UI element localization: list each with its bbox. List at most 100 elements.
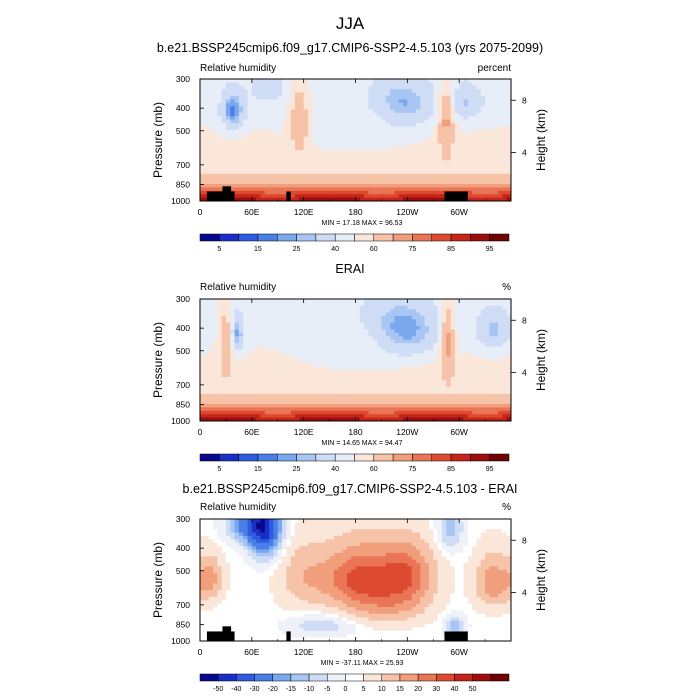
field-cell xyxy=(476,140,482,144)
field-cell xyxy=(364,85,369,90)
field-cell xyxy=(424,153,430,158)
field-cell xyxy=(286,329,292,334)
field-cell xyxy=(204,170,210,175)
field-cell xyxy=(295,299,300,303)
field-cell xyxy=(506,370,512,375)
field-cell xyxy=(390,387,395,391)
field-cell xyxy=(502,146,508,151)
field-cell xyxy=(489,370,495,375)
field-cell xyxy=(260,400,266,405)
field-cell xyxy=(307,343,313,347)
field-cell xyxy=(415,109,421,114)
field-cell xyxy=(290,346,296,351)
field-cell xyxy=(420,390,426,395)
field-cell xyxy=(346,309,352,314)
field-cell xyxy=(433,160,439,165)
panel-right-label: % xyxy=(502,282,511,293)
field-cell xyxy=(377,177,382,182)
field-cell xyxy=(428,305,434,310)
field-cell xyxy=(459,133,464,138)
field-cell xyxy=(342,156,348,161)
field-cell xyxy=(472,387,477,391)
field-cell xyxy=(372,322,378,327)
field-cell xyxy=(221,184,227,188)
field-cell xyxy=(282,299,287,303)
field-cell xyxy=(247,332,253,337)
field-cell xyxy=(277,319,283,324)
field-cell xyxy=(355,89,361,94)
field-cell xyxy=(385,82,391,87)
field-cell xyxy=(493,373,499,378)
field-cell xyxy=(506,356,512,361)
field-cell xyxy=(277,349,283,354)
field-cell xyxy=(286,187,292,192)
field-cell xyxy=(329,404,335,408)
field-cell xyxy=(303,99,309,104)
field-cell xyxy=(420,177,426,182)
field-cell xyxy=(243,400,249,405)
field-cell xyxy=(446,356,452,361)
field-cell xyxy=(467,153,473,158)
field-cell xyxy=(450,167,456,171)
field-cell xyxy=(217,163,223,168)
field-cell xyxy=(480,126,486,131)
field-cell xyxy=(307,370,313,375)
field-cell xyxy=(251,143,257,148)
field-cell xyxy=(225,315,231,320)
field-cell xyxy=(303,349,309,354)
field-cell xyxy=(307,194,313,199)
field-cell xyxy=(493,82,499,87)
field-cell xyxy=(204,129,210,134)
field-cell xyxy=(403,119,408,124)
field-cell xyxy=(243,112,249,117)
field-cell xyxy=(346,326,352,330)
field-cell xyxy=(459,343,464,347)
field-cell xyxy=(390,370,395,375)
field-cell xyxy=(506,106,512,110)
field-cell xyxy=(381,133,387,138)
field-cell xyxy=(269,404,274,408)
field-cell xyxy=(307,329,313,334)
field-cell xyxy=(398,79,404,83)
field-cell xyxy=(407,153,413,158)
field-cell xyxy=(320,177,326,182)
field-cell xyxy=(351,363,356,368)
field-cell xyxy=(316,106,322,110)
field-cell xyxy=(351,133,356,138)
field-cell xyxy=(212,82,218,87)
field-cell xyxy=(493,153,499,158)
field-cell xyxy=(450,95,456,100)
field-cell xyxy=(411,400,417,405)
field-cell xyxy=(234,346,240,351)
field-cell xyxy=(225,79,231,83)
field-cell xyxy=(502,184,508,188)
field-cell xyxy=(485,376,490,381)
field-cell xyxy=(498,116,503,121)
field-cell xyxy=(342,376,348,381)
field-cell xyxy=(472,79,477,83)
field-cell xyxy=(273,156,279,161)
field-cell xyxy=(282,197,287,202)
field-cell xyxy=(338,92,344,97)
field-cell xyxy=(316,102,322,107)
field-cell xyxy=(502,79,508,83)
field-cell xyxy=(208,332,214,337)
field-cell xyxy=(303,326,309,330)
field-cell xyxy=(208,89,214,94)
field-cell xyxy=(273,184,279,188)
field-cell xyxy=(251,177,257,182)
field-cell xyxy=(407,353,413,358)
field-cell xyxy=(390,92,395,97)
field-cell xyxy=(273,123,279,127)
field-cell xyxy=(415,319,421,324)
field-cell xyxy=(247,312,253,317)
field-cell xyxy=(394,370,400,375)
field-cell xyxy=(506,329,512,334)
field-cell xyxy=(273,376,279,381)
field-cell xyxy=(480,143,486,148)
field-cell xyxy=(476,315,482,320)
field-cell xyxy=(338,346,344,351)
field-cell xyxy=(441,397,447,402)
field-cell xyxy=(476,329,482,334)
field-cell xyxy=(463,140,469,144)
